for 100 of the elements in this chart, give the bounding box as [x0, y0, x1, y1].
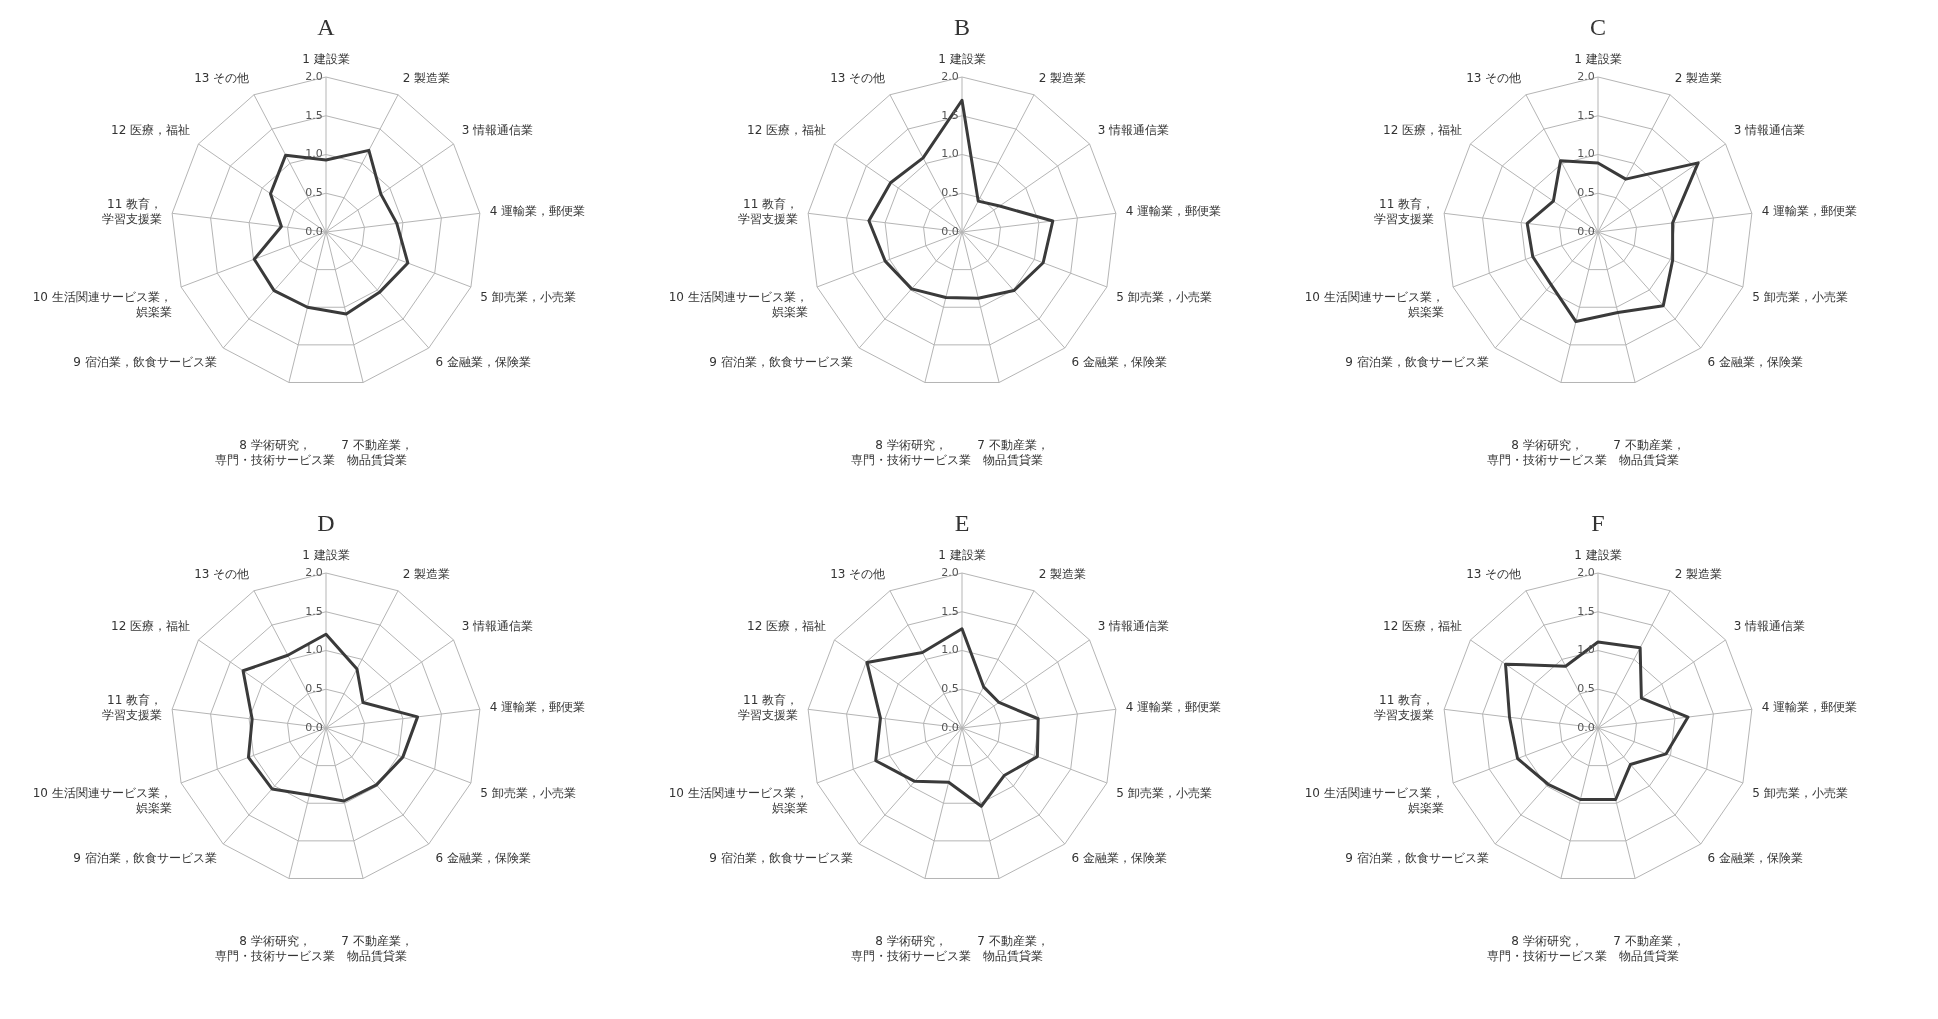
spoke-label: 5 卸売業，小売業	[480, 290, 576, 305]
y-tick-label: 1.0	[941, 643, 959, 657]
spoke-label: 13 その他	[194, 566, 250, 581]
y-tick-label: 0.0	[305, 224, 323, 238]
spoke-label: 3 情報通信業	[461, 122, 534, 137]
chart-title: F	[1591, 509, 1605, 536]
spoke-label: 7 不動産業，物品賃貸業	[1613, 438, 1685, 468]
chart-title: D	[317, 509, 335, 536]
y-tick-label: 1.0	[305, 147, 323, 161]
spoke-label: 5 卸売業，小売業	[1116, 786, 1212, 801]
spoke-label: 9 宿泊業，飲食サービス業	[1345, 851, 1489, 866]
spoke-label: 5 卸売業，小売業	[480, 786, 576, 801]
spoke-label: 8 学術研究，専門・技術サービス業	[1487, 438, 1608, 468]
spoke-label: 7 不動産業，物品賃貸業	[977, 438, 1049, 468]
spoke-label: 1 建設業	[938, 547, 986, 562]
spoke-label: 12 医療，福祉	[747, 618, 827, 633]
spoke-label: 6 金融業，保険業	[435, 851, 531, 866]
spoke-label: 4 運輸業，郵便業	[489, 700, 586, 715]
spoke-label: 10 生活関連サービス業，娯楽業	[32, 290, 172, 320]
spoke-label: 3 情報通信業	[1733, 618, 1806, 633]
spoke-label: 11 教育，学習支援業	[738, 692, 799, 722]
spoke-label: 7 不動産業，物品賃貸業	[1613, 934, 1685, 964]
spoke-label: 12 医療，福祉	[747, 122, 827, 137]
spoke-label: 3 情報通信業	[461, 618, 534, 633]
spoke-label: 13 その他	[194, 70, 250, 85]
spoke-label: 11 教育，学習支援業	[738, 196, 799, 226]
spoke-label: 5 卸売業，小売業	[1752, 786, 1848, 801]
spoke-label: 1 建設業	[938, 51, 986, 66]
spoke-label: 9 宿泊業，飲食サービス業	[709, 851, 853, 866]
spoke-label: 10 生活関連サービス業，娯楽業	[668, 786, 808, 816]
spoke-label: 7 不動産業，物品賃貸業	[341, 438, 413, 468]
spoke-label: 13 その他	[1466, 70, 1522, 85]
spoke-label: 3 情報通信業	[1097, 122, 1170, 137]
spoke-label: 6 金融業，保険業	[1707, 851, 1803, 866]
spoke-label: 11 教育，学習支援業	[1374, 692, 1435, 722]
y-tick-label: 1.5	[305, 108, 323, 122]
spoke-label: 8 学術研究，専門・技術サービス業	[851, 438, 972, 468]
spoke-label: 10 生活関連サービス業，娯楽業	[1304, 290, 1444, 320]
spoke-label: 11 教育，学習支援業	[102, 692, 163, 722]
spoke-label: 5 卸売業，小売業	[1116, 290, 1212, 305]
y-tick-label: 0.5	[305, 186, 323, 200]
spoke-label: 2 製造業	[1674, 70, 1723, 85]
y-tick-label: 0.0	[1577, 720, 1595, 734]
y-tick-label: 1.0	[1577, 147, 1595, 161]
chart-title: C	[1589, 13, 1607, 40]
spoke-label: 2 製造業	[1038, 70, 1087, 85]
spoke-label: 6 金融業，保険業	[1071, 355, 1167, 370]
y-tick-label: 0.0	[305, 720, 323, 734]
spoke-label: 1 建設業	[1574, 547, 1622, 562]
y-tick-label: 2.0	[941, 565, 959, 579]
y-tick-label: 0.5	[1577, 682, 1595, 696]
spoke-label: 8 学術研究，専門・技術サービス業	[851, 934, 972, 964]
y-tick-label: 2.0	[305, 69, 323, 83]
spoke-label: 4 運輸業，郵便業	[1125, 204, 1222, 219]
chart-title: B	[953, 13, 971, 40]
y-tick-label: 0.5	[1577, 186, 1595, 200]
y-tick-label: 0.0	[1577, 224, 1595, 238]
y-tick-label: 1.5	[941, 604, 959, 618]
y-tick-label: 1.5	[1577, 604, 1595, 618]
spoke-label: 5 卸売業，小売業	[1752, 290, 1848, 305]
spoke-label: 13 その他	[830, 70, 886, 85]
spoke-label: 12 医療，福祉	[111, 122, 191, 137]
y-tick-label: 1.5	[1577, 108, 1595, 122]
spoke-label: 3 情報通信業	[1733, 122, 1806, 137]
spoke-label: 8 学術研究，専門・技術サービス業	[1487, 934, 1608, 964]
y-tick-label: 0.5	[941, 186, 959, 200]
y-tick-label: 2.0	[305, 565, 323, 579]
y-tick-label: 0.5	[941, 682, 959, 696]
y-tick-label: 2.0	[1577, 565, 1595, 579]
y-tick-label: 1.5	[305, 604, 323, 618]
spoke-label: 1 建設業	[302, 51, 350, 66]
spoke-label: 4 運輸業，郵便業	[1761, 700, 1858, 715]
spoke-label: 3 情報通信業	[1097, 618, 1170, 633]
spoke-label: 6 金融業，保険業	[435, 355, 531, 370]
spoke-label: 4 運輸業，郵便業	[1125, 700, 1222, 715]
spoke-label: 1 建設業	[1574, 51, 1622, 66]
spoke-label: 8 学術研究，専門・技術サービス業	[215, 438, 336, 468]
spoke-label: 12 医療，福祉	[111, 618, 191, 633]
spoke-label: 6 金融業，保険業	[1707, 355, 1803, 370]
spoke-label: 10 生活関連サービス業，娯楽業	[32, 786, 172, 816]
spoke-label: 4 運輸業，郵便業	[1761, 204, 1858, 219]
spoke-label: 4 運輸業，郵便業	[489, 204, 586, 219]
chart-title: A	[317, 13, 336, 40]
spoke-label: 7 不動産業，物品賃貸業	[977, 934, 1049, 964]
spoke-label: 9 宿泊業，飲食サービス業	[709, 355, 853, 370]
spoke-label: 2 製造業	[402, 70, 451, 85]
spoke-label: 2 製造業	[402, 566, 451, 581]
y-tick-label: 0.5	[305, 682, 323, 696]
spoke-label: 10 生活関連サービス業，娯楽業	[668, 290, 808, 320]
spoke-label: 11 教育，学習支援業	[102, 196, 163, 226]
spoke-label: 6 金融業，保険業	[1071, 851, 1167, 866]
spoke-label: 1 建設業	[302, 547, 350, 562]
spoke-label: 10 生活関連サービス業，娯楽業	[1304, 786, 1444, 816]
spoke-label: 9 宿泊業，飲食サービス業	[73, 355, 217, 370]
spoke-label: 12 医療，福祉	[1383, 618, 1463, 633]
y-tick-label: 1.0	[941, 147, 959, 161]
spoke-label: 13 その他	[830, 566, 886, 581]
y-tick-label: 0.0	[941, 224, 959, 238]
spoke-label: 2 製造業	[1674, 566, 1723, 581]
spoke-label: 8 学術研究，専門・技術サービス業	[215, 934, 336, 964]
